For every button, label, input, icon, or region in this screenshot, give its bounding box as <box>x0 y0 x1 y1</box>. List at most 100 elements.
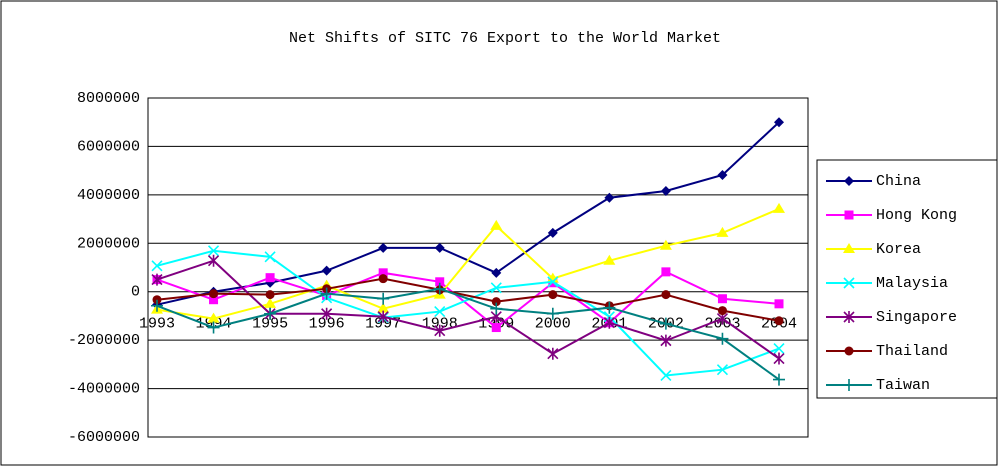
marker <box>377 310 389 323</box>
marker-shape <box>264 251 276 263</box>
marker <box>491 323 501 333</box>
marker-shape <box>548 290 558 300</box>
series-line <box>156 270 780 329</box>
marker-shape <box>603 316 615 329</box>
marker-shape <box>774 299 784 309</box>
marker <box>207 312 220 323</box>
marker-shape <box>660 185 671 196</box>
marker-shape <box>378 274 388 284</box>
marker <box>716 226 729 237</box>
marker-shape <box>660 334 672 347</box>
marker-shape <box>547 227 558 238</box>
marker-shape <box>207 312 220 323</box>
marker <box>434 242 445 253</box>
y-tick-label: 0 <box>131 284 140 301</box>
marker-shape <box>151 273 163 286</box>
x-tick-label: 1995 <box>252 316 288 333</box>
marker-shape <box>264 297 277 308</box>
marker-shape <box>490 282 502 294</box>
marker-shape <box>659 239 672 250</box>
series-line <box>156 277 780 322</box>
y-tick-label: 8000000 <box>77 90 140 107</box>
marker-shape <box>490 219 503 230</box>
marker-shape <box>843 379 855 391</box>
marker-shape <box>716 364 729 376</box>
legend-label: China <box>876 173 921 190</box>
marker-shape <box>151 299 163 312</box>
marker <box>491 267 502 278</box>
marker <box>773 352 785 365</box>
marker <box>377 292 390 305</box>
marker-shape <box>717 306 727 316</box>
marker-shape <box>717 170 728 181</box>
marker-shape <box>151 260 163 272</box>
marker-shape <box>378 242 389 253</box>
marker <box>717 170 728 181</box>
legend-label: Taiwan <box>876 377 930 394</box>
y-tick-label: 4000000 <box>77 187 140 204</box>
marker-shape <box>660 369 672 382</box>
marker-shape <box>547 347 559 360</box>
marker <box>661 267 671 277</box>
marker <box>490 282 502 294</box>
marker <box>547 276 559 288</box>
marker-shape <box>321 265 332 276</box>
marker <box>548 290 558 300</box>
marker-shape <box>844 210 854 220</box>
marker <box>433 282 446 295</box>
marker-shape <box>774 316 784 326</box>
marker-shape <box>434 242 445 253</box>
marker-shape <box>434 306 446 318</box>
marker <box>659 317 672 330</box>
y-tick-label: -6000000 <box>68 429 140 446</box>
marker <box>844 176 854 186</box>
marker <box>434 324 446 337</box>
marker <box>490 219 503 230</box>
marker-shape <box>265 273 275 283</box>
marker-shape <box>774 117 784 128</box>
marker-shape <box>321 307 333 320</box>
marker-shape <box>843 243 855 253</box>
marker <box>378 242 389 253</box>
marker-shape <box>491 297 501 307</box>
marker-shape <box>152 295 162 305</box>
marker-shape <box>844 176 854 186</box>
marker-shape <box>209 295 219 305</box>
marker <box>546 272 559 283</box>
marker-shape <box>603 301 616 314</box>
marker-shape <box>773 373 785 386</box>
marker <box>716 364 729 376</box>
marker-shape <box>434 324 446 337</box>
y-tick-label: 2000000 <box>77 235 140 252</box>
marker <box>603 301 616 314</box>
marker <box>490 302 503 315</box>
marker-shape <box>377 292 390 305</box>
marker-shape <box>604 192 615 203</box>
marker <box>547 347 559 360</box>
series-line <box>156 207 780 320</box>
marker-shape <box>377 310 389 323</box>
marker <box>843 277 855 289</box>
marker <box>321 265 332 276</box>
marker-shape <box>844 346 854 356</box>
marker-shape <box>546 272 559 283</box>
y-tick-label: -4000000 <box>68 381 140 398</box>
marker <box>264 251 276 263</box>
marker-shape <box>433 282 446 295</box>
marker <box>321 307 333 320</box>
marker-shape <box>716 332 729 345</box>
marker <box>660 185 671 196</box>
marker-shape <box>843 311 855 323</box>
marker-shape <box>209 289 219 299</box>
marker <box>604 192 615 203</box>
marker <box>844 210 854 220</box>
marker-shape <box>716 226 729 237</box>
marker-shape <box>546 307 559 320</box>
marker <box>491 297 501 307</box>
legend-label: Hong Kong <box>876 207 957 224</box>
legend-label: Korea <box>876 241 921 258</box>
marker <box>773 373 785 386</box>
marker <box>843 379 855 391</box>
y-tick-label: -2000000 <box>68 332 140 349</box>
